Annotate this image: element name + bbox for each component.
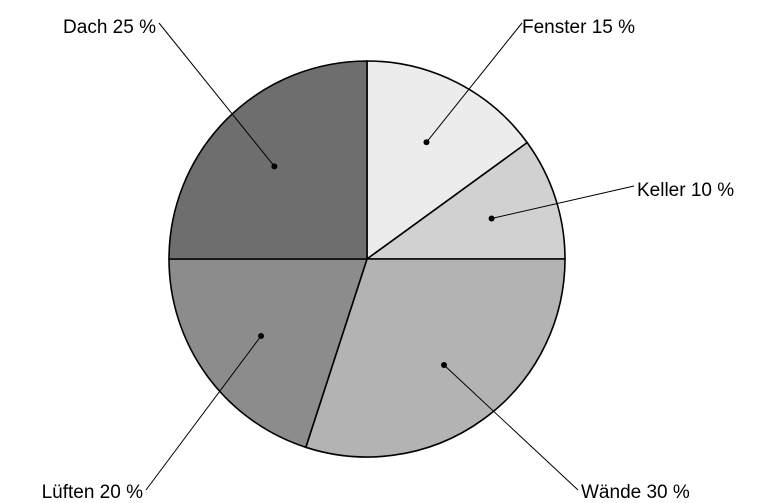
leader-line-fenster <box>426 22 523 143</box>
leader-dot-dach <box>271 163 278 170</box>
leader-dot-lueften <box>258 332 265 339</box>
leader-line-lueften <box>145 335 262 491</box>
slice-labels: Fenster 15 % Keller 10 % Wände 30 % Lüft… <box>42 17 735 503</box>
label-fenster: Fenster 15 % <box>522 17 635 38</box>
leader-dot-fenster <box>423 139 430 146</box>
slice-lueften <box>168 258 369 449</box>
label-lueften: Lüften 20 % <box>42 482 144 503</box>
leader-line-dach <box>158 22 275 167</box>
leader-line-keller <box>491 185 635 220</box>
pie-slices <box>168 60 566 458</box>
slice-dach <box>168 60 368 260</box>
label-waende: Wände 30 % <box>581 482 690 503</box>
leader-line-waende <box>443 364 579 491</box>
slice-waende <box>304 258 566 458</box>
slice-keller <box>364 141 566 260</box>
leader-lines <box>145 22 635 491</box>
slice-fenster <box>366 60 529 261</box>
leader-dot-waende <box>440 361 447 368</box>
label-keller: Keller 10 % <box>637 180 734 201</box>
leader-dot-keller <box>488 215 495 222</box>
label-dach: Dach 25 % <box>63 17 156 38</box>
